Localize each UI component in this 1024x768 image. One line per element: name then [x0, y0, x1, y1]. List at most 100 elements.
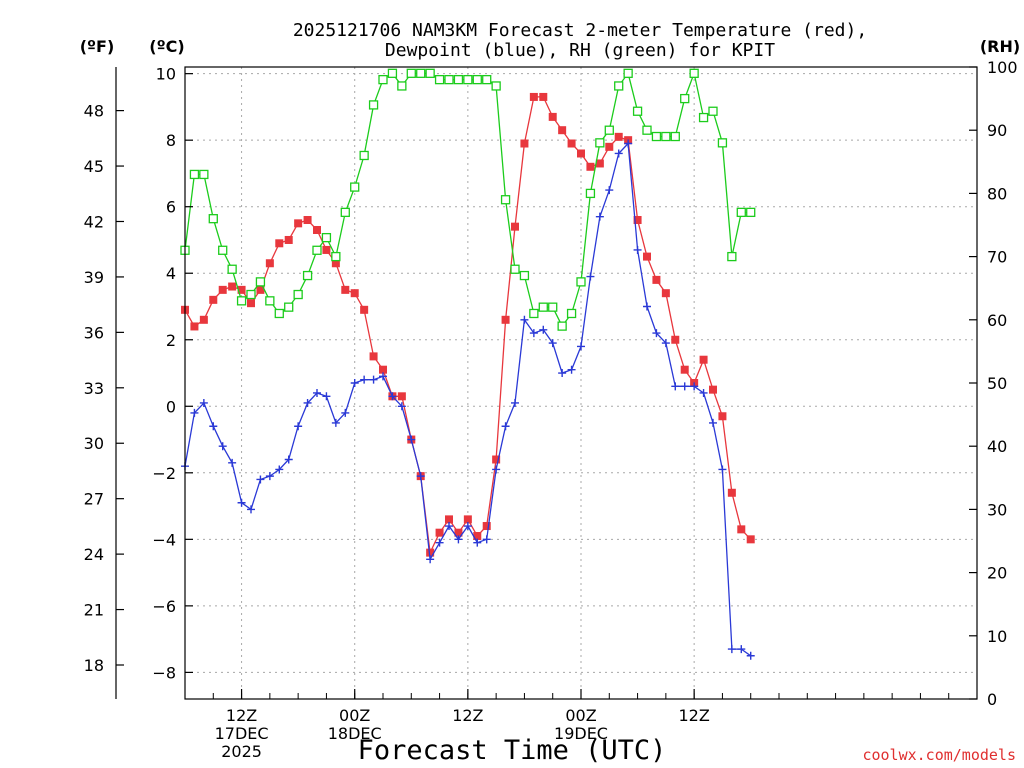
- temperature-point: [737, 525, 746, 534]
- rh-point: [538, 302, 548, 312]
- dewpoint-point: [520, 315, 529, 324]
- rh-point: [482, 74, 492, 85]
- temperature-point: [595, 159, 604, 168]
- celsius-tick-label: −4: [152, 530, 176, 549]
- dewpoint-point: [322, 392, 331, 401]
- dewpoint-point: [228, 458, 237, 467]
- temperature-point: [426, 548, 435, 557]
- rh-point: [416, 68, 426, 78]
- rh-point: [463, 74, 473, 85]
- rh-point: [453, 74, 464, 85]
- temperature-point: [661, 289, 670, 298]
- x-tick-label: 12Z: [678, 706, 709, 725]
- temperature-point: [680, 365, 689, 374]
- rh-point: [378, 74, 388, 85]
- rh-point: [387, 68, 398, 78]
- celsius-tick-label: −6: [152, 597, 176, 616]
- temperature-point: [435, 528, 444, 537]
- rh-point: [529, 308, 539, 319]
- dewpoint-point: [652, 329, 661, 338]
- rh-point: [359, 150, 369, 161]
- dewpoint-point: [624, 139, 633, 148]
- celsius-tick-label: 2: [166, 331, 176, 350]
- temperature-point: [275, 239, 284, 248]
- rh-point: [284, 302, 294, 312]
- rh-point: [689, 68, 699, 78]
- temperature-point: [190, 322, 199, 331]
- rh-point: [199, 169, 209, 180]
- dewpoint-point: [529, 329, 538, 338]
- x-tick-label: 17DEC: [215, 724, 269, 743]
- fahrenheit-tick-label: 27: [84, 490, 104, 509]
- temperature-point: [473, 532, 482, 541]
- dewpoint-point: [746, 651, 755, 660]
- dewpoint-point: [199, 398, 208, 407]
- dewpoint-point: [303, 398, 312, 407]
- rh-point: [491, 81, 501, 91]
- dewpoint-point: [727, 645, 736, 654]
- temperature-point: [331, 259, 340, 268]
- temperature-point: [652, 275, 661, 284]
- dewpoint-point: [633, 245, 642, 254]
- rh-point: [293, 289, 303, 300]
- temperature-point: [482, 522, 491, 531]
- fahrenheit-tick-label: 42: [84, 212, 104, 231]
- dewpoint-point: [426, 555, 435, 564]
- x-tick-label: 00Z: [565, 706, 596, 725]
- dewpoint-point: [605, 186, 614, 195]
- rh-point: [670, 131, 680, 142]
- temperature-point: [218, 285, 227, 294]
- rh-point: [227, 264, 237, 274]
- temperature-point: [303, 216, 312, 225]
- rh-tick-label: 30: [987, 500, 1007, 519]
- credit-link[interactable]: coolwx.com/models: [862, 746, 1016, 764]
- dewpoint-point: [360, 375, 369, 384]
- fahrenheit-tick-label: 33: [84, 379, 104, 398]
- x-tick-label: 2025: [221, 742, 262, 761]
- rh-point: [236, 296, 247, 306]
- temperature-point: [209, 295, 218, 304]
- fahrenheit-tick-label: 48: [84, 102, 104, 121]
- dewpoint-point: [454, 535, 463, 544]
- series-relative-humidity: [180, 68, 756, 331]
- rh-point: [218, 245, 228, 255]
- rh-point: [519, 270, 530, 281]
- temperature-point: [586, 162, 595, 171]
- dewpoint-point: [397, 402, 406, 411]
- series-2-meter-dewpoint: [181, 139, 755, 660]
- fahrenheit-tick-label: 18: [84, 656, 104, 675]
- rh-point: [500, 195, 511, 205]
- dewpoint-point: [558, 369, 567, 378]
- rh-point: [406, 68, 416, 78]
- rh-tick-label: 60: [987, 311, 1007, 330]
- temperature-point: [360, 305, 369, 314]
- rh-point: [255, 277, 266, 287]
- temperature-point: [633, 216, 642, 225]
- dewpoint-point: [369, 375, 378, 384]
- dewpoint-point: [492, 465, 501, 474]
- rh-tick-label: 50: [987, 374, 1007, 393]
- dewpoint-point: [737, 645, 746, 654]
- rh-tick-label: 0: [987, 690, 997, 709]
- rh-point: [727, 251, 737, 262]
- dewpoint-point: [379, 372, 387, 381]
- dewpoint-point: [388, 392, 397, 401]
- dewpoint-point: [247, 505, 255, 514]
- celsius-tick-label: 6: [166, 198, 176, 217]
- temperature-point: [256, 285, 265, 294]
- series-line: [184, 96, 752, 555]
- rh-tick-label: 10: [987, 627, 1007, 646]
- rh-point: [189, 169, 200, 180]
- fahrenheit-tick-label: 45: [84, 157, 104, 176]
- dewpoint-point: [614, 149, 623, 158]
- temperature-point: [369, 352, 378, 361]
- rh-point: [246, 289, 256, 300]
- temperature-point: [228, 282, 237, 291]
- rh-point: [566, 308, 577, 319]
- fahrenheit-tick-label: 36: [84, 323, 104, 342]
- rh-point: [312, 245, 322, 255]
- dewpoint-point: [699, 388, 708, 397]
- dewpoint-point: [416, 472, 425, 481]
- temperature-point: [718, 412, 727, 421]
- rh-tick-label: 70: [987, 248, 1007, 267]
